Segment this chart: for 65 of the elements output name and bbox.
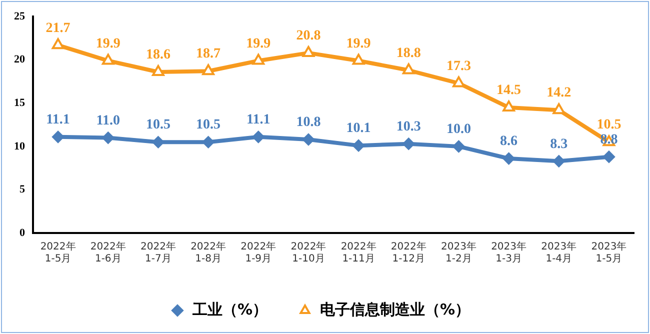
point	[552, 155, 565, 168]
x-tick-label: 2022年 1-9月	[240, 240, 276, 265]
y-tick-label: 10	[14, 140, 26, 152]
x-tick-label: 2022年 1-7月	[140, 240, 176, 265]
data-label: 10.5	[596, 118, 622, 133]
data-label: 10.8	[296, 115, 321, 130]
data-label: 19.9	[346, 36, 371, 52]
point	[502, 152, 515, 165]
x-tick-label: 2023年 1-4月	[541, 240, 577, 265]
data-label: 19.9	[246, 36, 271, 52]
data-label: 21.7	[46, 20, 70, 36]
legend-label: 电子信息制造业（%）	[320, 300, 470, 318]
point	[252, 54, 265, 65]
point	[402, 63, 415, 74]
data-label: 11.1	[246, 112, 270, 128]
point	[202, 136, 214, 148]
point	[602, 150, 615, 163]
data-label: 10.5	[146, 118, 170, 133]
x-tick-label: 2022年 1-5月	[40, 240, 76, 265]
point	[552, 103, 566, 114]
data-label: 18.6	[146, 48, 170, 63]
data-label: 18.8	[396, 46, 421, 61]
data-label: 18.7	[196, 46, 221, 62]
data-label: 19.9	[96, 36, 120, 52]
y-tick-label: 15	[14, 97, 26, 110]
point	[202, 64, 214, 76]
point	[102, 54, 114, 65]
y-tick-label: 5	[20, 184, 26, 196]
point	[352, 140, 365, 152]
data-label: 11.1	[46, 112, 70, 128]
x-tick-label: 2022年 1-10月	[290, 240, 326, 265]
x-tick-label: 2022年 1-6月	[90, 240, 126, 265]
point	[402, 138, 415, 150]
data-label: 11.0	[96, 113, 120, 128]
legend-label: 工业（%）	[191, 300, 268, 318]
point	[352, 54, 365, 65]
y-tick-label: 0	[20, 226, 26, 239]
data-label: 8.3	[550, 136, 568, 152]
y-tick-label: 25	[14, 10, 26, 22]
x-tick-label: 2023年 1-2月	[440, 240, 476, 265]
x-tick-label: 2022年 1-11月	[340, 240, 376, 265]
data-label: 10.5	[196, 118, 221, 133]
data-label: 17.3	[446, 58, 471, 74]
data-label: 14.5	[496, 83, 522, 98]
data-label: 10.3	[396, 119, 421, 134]
data-label: 20.8	[296, 28, 321, 44]
point	[302, 46, 315, 57]
point	[502, 100, 515, 112]
point	[152, 136, 164, 148]
x-tick-label: 2022年 1-8月	[190, 240, 226, 265]
x-tick-label: 2022年 1-12月	[390, 240, 426, 265]
point	[102, 132, 114, 144]
point	[152, 65, 164, 76]
data-label: 10.0	[446, 122, 471, 138]
data-label: 8.6	[500, 134, 518, 150]
data-label: 14.2	[546, 86, 572, 101]
point	[52, 38, 64, 50]
point	[452, 76, 465, 88]
x-tick-label: 2023年 1-3月	[491, 240, 527, 265]
data-label: 10.1	[346, 121, 371, 136]
point	[452, 140, 465, 152]
x-tick-label: 2023年 1-5月	[591, 240, 627, 265]
point	[302, 134, 314, 146]
y-tick-label: 20	[14, 54, 26, 66]
point	[252, 130, 264, 143]
